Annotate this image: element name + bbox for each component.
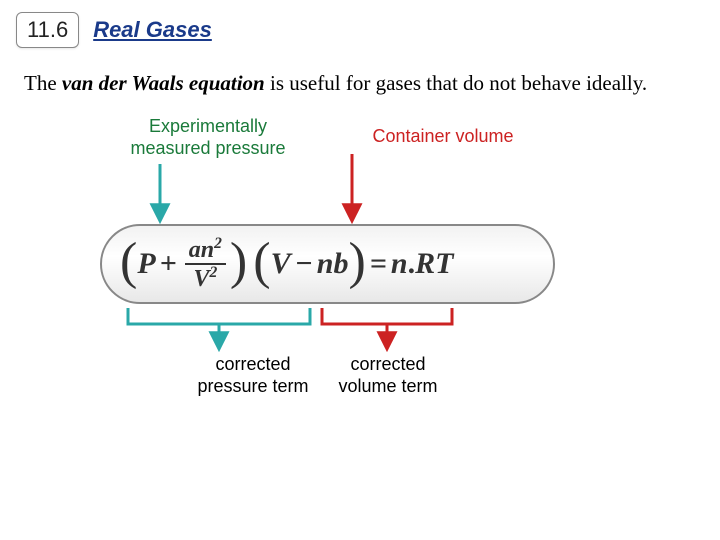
- eq-RT: RT: [415, 247, 453, 281]
- frac-den-sup: 2: [209, 264, 217, 281]
- eq-fraction: an2 V2: [185, 236, 226, 292]
- frac-num: an: [189, 237, 214, 263]
- label-measured-pressure: Experimentally measured pressure: [118, 116, 298, 159]
- label-corrected-pressure: corrected pressure term: [188, 354, 318, 397]
- equation: ( P + an2 V2 ) ( V − nb ) = n.RT: [120, 236, 453, 292]
- frac-den: V: [193, 266, 209, 292]
- label-corrected-volume: corrected volume term: [328, 354, 448, 397]
- eq-n: n: [391, 247, 408, 281]
- eq-minus: −: [295, 247, 313, 281]
- intro-prefix: The: [24, 71, 62, 95]
- equation-box: ( P + an2 V2 ) ( V − nb ) = n.RT: [100, 224, 555, 304]
- section-title: Real Gases: [93, 17, 212, 43]
- equation-diagram: Experimentally measured pressure Contain…: [100, 116, 620, 436]
- label-container-volume: Container volume: [358, 126, 528, 148]
- intro-bold-term: van der Waals equation: [62, 71, 265, 95]
- intro-suffix: is useful for gases that do not behave i…: [265, 71, 647, 95]
- eq-dot: .: [408, 247, 416, 281]
- bracket-pressure: [128, 308, 310, 324]
- eq-plus: +: [160, 247, 177, 281]
- frac-num-sup: 2: [214, 235, 222, 252]
- eq-P: P: [137, 247, 155, 281]
- section-number-badge: 11.6: [16, 12, 79, 48]
- eq-nb: nb: [317, 247, 349, 281]
- eq-equals: =: [370, 247, 387, 281]
- intro-paragraph: The van der Waals equation is useful for…: [0, 56, 720, 96]
- header: 11.6 Real Gases: [0, 0, 720, 56]
- bracket-volume: [322, 308, 452, 324]
- eq-V: V: [271, 247, 291, 281]
